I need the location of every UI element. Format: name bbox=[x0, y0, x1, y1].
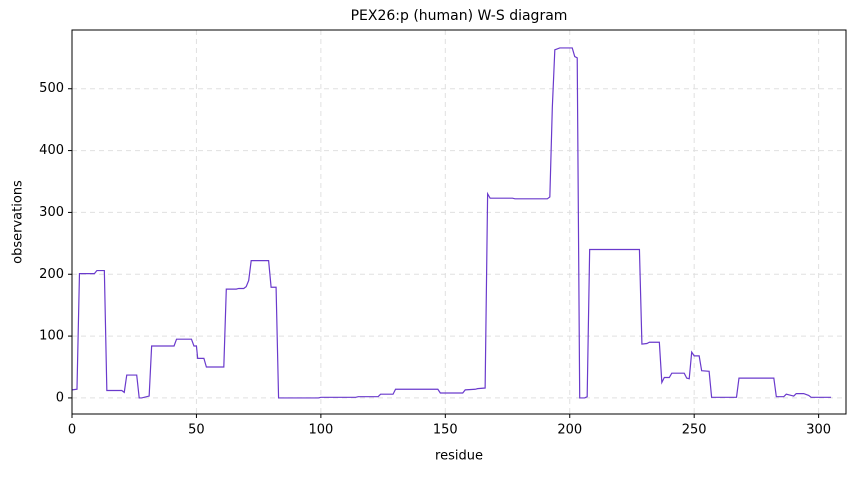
x-tick-label: 150 bbox=[433, 423, 458, 438]
chart-title: PEX26:p (human) W-S diagram bbox=[351, 8, 568, 24]
y-tick-label: 400 bbox=[39, 143, 64, 158]
plot-frame bbox=[71, 29, 847, 415]
x-tick-label: 200 bbox=[557, 423, 582, 438]
x-tick-label: 50 bbox=[188, 423, 205, 438]
y-tick-label: 0 bbox=[56, 390, 64, 405]
x-tick-label: 0 bbox=[68, 423, 76, 438]
x-tick-label: 300 bbox=[806, 423, 831, 438]
y-axis-label: observations bbox=[11, 180, 26, 264]
y-tick-label: 200 bbox=[39, 267, 64, 282]
y-tick-label: 500 bbox=[39, 81, 64, 96]
x-axis-label: residue bbox=[435, 449, 483, 464]
y-tick-label: 300 bbox=[39, 205, 64, 220]
data-line bbox=[71, 47, 832, 399]
x-tick-label: 100 bbox=[308, 423, 333, 438]
x-tick-label: 250 bbox=[682, 423, 707, 438]
y-tick-label: 100 bbox=[39, 329, 64, 344]
